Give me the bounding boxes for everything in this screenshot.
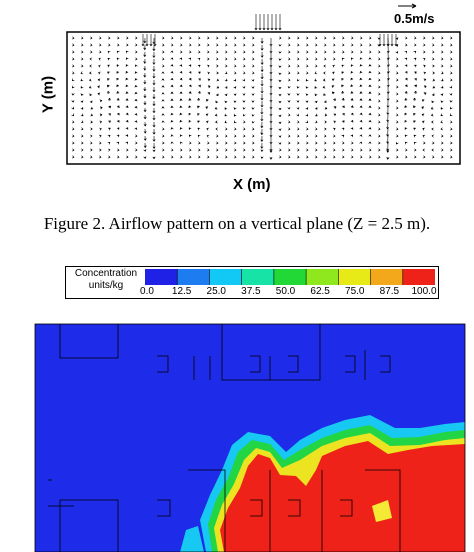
figure-caption: Figure 2. Airflow pattern on a vertical … — [43, 214, 431, 233]
velocity-scale-label: 0.5m/s — [394, 11, 435, 26]
legend-swatch — [177, 269, 210, 285]
legend-title: Concentration units/kg — [69, 268, 143, 292]
legend-swatch — [241, 269, 275, 285]
legend-tick-label: 25.0 — [206, 286, 226, 297]
legend-tick-label: 0.0 — [140, 286, 154, 297]
velocity-scale-arrow — [398, 3, 417, 9]
legend-color-bar — [145, 269, 435, 285]
legend-tick-label: 37.5 — [241, 286, 261, 297]
legend-tick-label: 100.0 — [411, 286, 437, 297]
legend-title-line2: units/kg — [88, 280, 124, 291]
legend-swatch — [402, 269, 435, 285]
legend-swatch — [338, 269, 372, 285]
legend-tick-label: 75.0 — [345, 286, 365, 297]
airflow-vectors — [71, 14, 453, 160]
legend-swatch — [145, 269, 178, 285]
legend-title-line1: Concentration — [74, 268, 138, 279]
legend-tick-label: 87.5 — [379, 286, 400, 297]
airflow-plot-frame — [66, 31, 461, 165]
legend-swatch — [370, 269, 404, 285]
legend-tick-label: 12.5 — [171, 286, 192, 297]
legend-swatch — [209, 269, 243, 285]
airflow-vector-plot — [66, 3, 461, 165]
contour-band-100 — [220, 441, 465, 552]
room-partition-lines — [48, 324, 401, 552]
x-axis-label: X (m) — [233, 176, 271, 193]
legend-tick-label: 62.5 — [310, 286, 330, 297]
legend-tick-label: 50.0 — [275, 286, 296, 297]
contour-hotspot — [372, 500, 392, 522]
legend-swatch — [273, 269, 307, 285]
legend-swatch — [306, 269, 339, 285]
